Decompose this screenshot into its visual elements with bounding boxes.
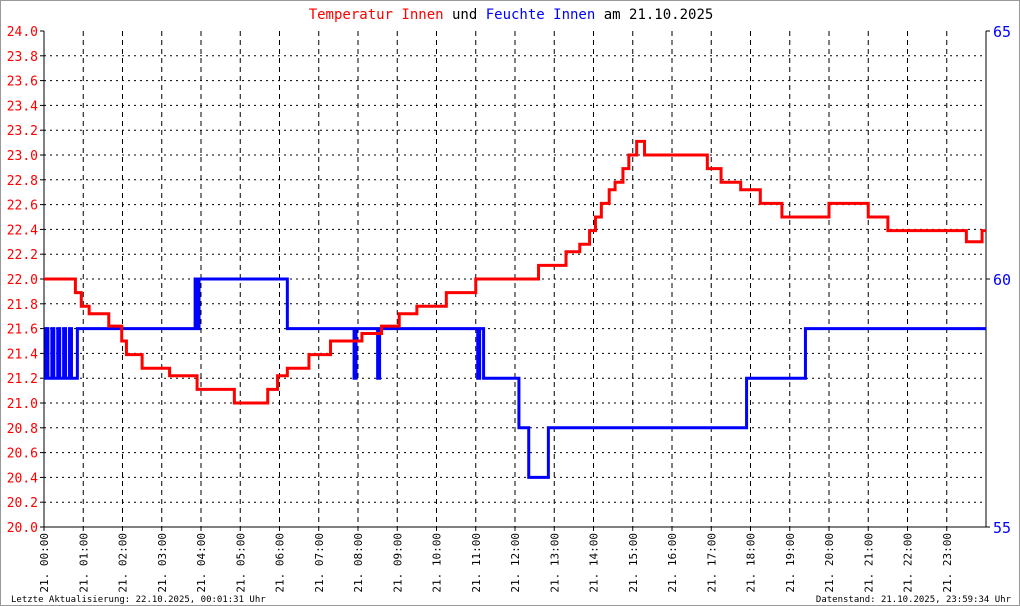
series-layer: [44, 139, 986, 479]
y-left-tick-label: 20.6: [7, 447, 38, 462]
x-tick-label: 21. 08:00: [352, 533, 365, 593]
y-left-tick-label: 21.8: [7, 298, 38, 313]
x-tick-label: 21. 14:00: [588, 533, 601, 593]
x-tick-label: 21. 19:00: [784, 533, 797, 593]
x-tick-label: 21. 16:00: [666, 533, 679, 593]
title-und: und: [452, 7, 477, 23]
y-left-tick-label: 22.8: [7, 174, 38, 189]
temperature-line: [44, 139, 986, 405]
humidity-line: [44, 277, 986, 479]
x-tick-label: 21. 05:00: [234, 533, 247, 593]
y-left-tick-label: 23.0: [7, 149, 38, 164]
y-left-tick-label: 23.2: [7, 124, 38, 139]
y-right-tick-label: 55: [993, 519, 1011, 537]
title-date: am 21.10.2025: [604, 7, 714, 23]
y-left-tick-label: 21.2: [7, 372, 38, 387]
y-left-tick-label: 23.4: [7, 99, 38, 114]
footer-last-update: Letzte Aktualisierung: 22.10.2025, 00:01…: [11, 595, 266, 605]
y-left-tick-label: 24.0: [7, 25, 38, 40]
x-tick-label: 21. 21:00: [862, 533, 875, 593]
x-tick-label: 21. 20:00: [823, 533, 836, 593]
x-tick-label: 21. 10:00: [431, 533, 444, 593]
footer-data-status: Datenstand: 21.10.2025, 23:59:34 Uhr: [816, 595, 1012, 605]
y-left-tick-label: 23.6: [7, 75, 38, 90]
y-left-tick-label: 20.4: [7, 471, 38, 486]
x-tick-label: 21. 15:00: [627, 533, 640, 593]
y-left-tick-label: 21.6: [7, 323, 38, 338]
x-tick-label: 21. 17:00: [705, 533, 718, 593]
y-left-tick-label: 22.6: [7, 199, 38, 214]
y-left-tick-label: 22.0: [7, 273, 38, 288]
y-left-tick-label: 21.4: [7, 347, 38, 362]
x-tick-label: 21. 18:00: [745, 533, 758, 593]
y-right-tick-label: 60: [993, 271, 1011, 289]
x-tick-label: 21. 02:00: [117, 533, 130, 593]
y-left-tick-label: 20.8: [7, 422, 38, 437]
y-left-tick-label: 20.0: [7, 521, 38, 536]
title-humidity: Feuchte Innen: [486, 7, 596, 23]
x-tick-label: 21. 06:00: [274, 533, 287, 593]
y-right-tick-label: 65: [993, 23, 1011, 41]
title-temperature: Temperatur Innen: [309, 7, 444, 23]
x-tick-label: 21. 22:00: [902, 533, 915, 593]
x-tick-label: 21. 11:00: [470, 533, 483, 593]
x-tick-label: 21. 00:00: [38, 533, 51, 593]
y-left-tick-label: 21.0: [7, 397, 38, 412]
axes: 20.0 20.2 20.4 20.6 20.8 21.0 21.2 21.4 21.6 21.8…: [7, 23, 1011, 593]
x-tick-label: 21. 07:00: [313, 533, 326, 593]
x-tick-label: 21. 03:00: [156, 533, 169, 593]
y-left-tick-label: 22.4: [7, 223, 38, 238]
x-tick-label: 21. 04:00: [195, 533, 208, 593]
x-tick-label: 21. 12:00: [509, 533, 522, 593]
x-tick-label: 21. 01:00: [77, 533, 90, 593]
x-tick-label: 21. 23:00: [941, 533, 954, 593]
y-left-tick-label: 22.2: [7, 248, 38, 263]
x-tick-label: 21. 13:00: [548, 533, 561, 593]
y-left-tick-label: 20.2: [7, 496, 38, 511]
y-left-tick-label: 23.8: [7, 50, 38, 65]
x-tick-label: 21. 09:00: [391, 533, 404, 593]
chart-title: Temperatur Innen und Feuchte Innen am 21…: [309, 7, 714, 23]
